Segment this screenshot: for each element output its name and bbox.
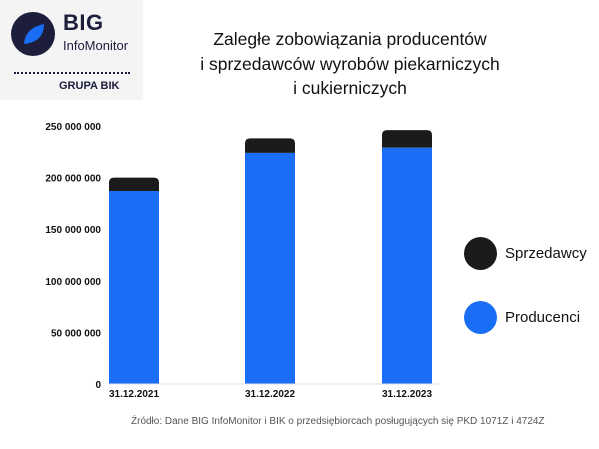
- big-logo-mark-icon: [11, 12, 55, 56]
- chart-title: Zaległe zobowiązania producentów i sprze…: [170, 27, 530, 101]
- y-tick-label: 150 000 000: [45, 225, 101, 236]
- logo-divider: [14, 72, 130, 74]
- legend-label-producenci: Producenci: [505, 309, 581, 326]
- legend-swatch-sprzedawcy: [464, 237, 497, 270]
- chart-title-line: Zaległe zobowiązania producentów: [213, 29, 487, 49]
- x-tick-label: 31.12.2021: [109, 389, 159, 400]
- y-tick-label: 200 000 000: [45, 174, 101, 185]
- y-tick-label: 250 000 000: [45, 122, 101, 133]
- logo-brand: BIG: [63, 10, 104, 35]
- legend-label-sprzedawcy: Sprzedawcy: [505, 245, 587, 262]
- x-tick-label: 31.12.2022: [245, 389, 295, 400]
- bar-sprzedawcy: [382, 130, 432, 148]
- bar-sprzedawcy: [109, 177, 159, 192]
- chart-title-line: i cukierniczych: [293, 78, 407, 98]
- legend-item-producenci: Producenci: [464, 301, 580, 334]
- y-tick-label: 0: [95, 380, 101, 391]
- bar-producenci: [245, 152, 295, 384]
- bar-producenci: [109, 191, 159, 384]
- y-tick-label: 100 000 000: [45, 277, 101, 288]
- big-infomonitor-logo: BIG InfoMonitor GRUPA BIK: [0, 0, 143, 100]
- logo-name: InfoMonitor: [63, 38, 129, 53]
- chart-title-line: i sprzedawców wyrobów piekarniczych: [200, 53, 500, 74]
- legend-item-sprzedawcy: Sprzedawcy: [464, 237, 587, 270]
- x-tick-label: 31.12.2023: [382, 389, 432, 400]
- legend-swatch-producenci: [464, 301, 497, 334]
- bar-sprzedawcy: [245, 138, 295, 153]
- logo-group: GRUPA BIK: [59, 80, 120, 92]
- source-note: Źródło: Dane BIG InfoMonitor i BIK o prz…: [131, 416, 545, 427]
- y-tick-label: 50 000 000: [51, 328, 101, 339]
- bar-producenci: [382, 147, 432, 384]
